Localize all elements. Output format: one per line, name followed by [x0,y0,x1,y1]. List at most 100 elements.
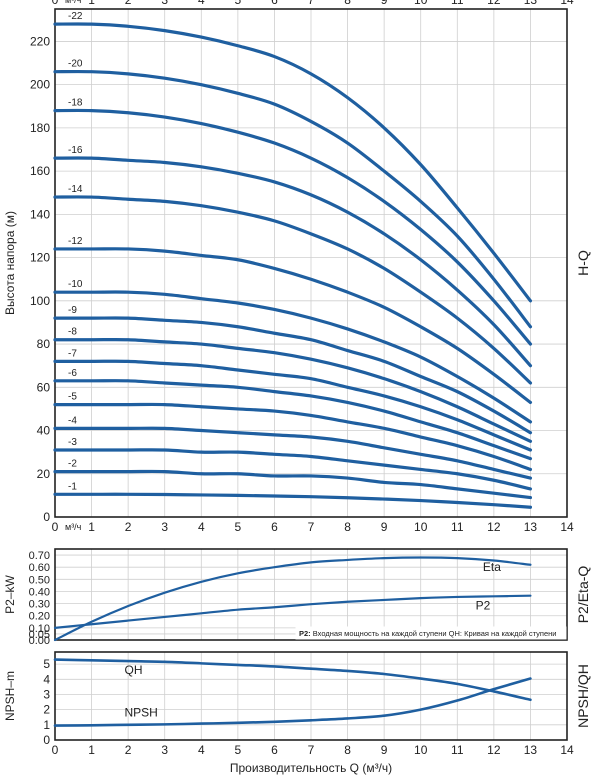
npsh-x-tick-label: 4 [198,743,205,757]
hq-series-1-line [55,494,530,507]
hq-curve-label: -9 [68,305,77,316]
hq-y-tick-label: 140 [30,207,50,221]
p2eta-y-tick-label: 0.30 [29,599,50,611]
hq-x-tick-label: 3 [161,520,168,534]
npsh-x-tick-label: 13 [524,743,538,757]
hq-x-tick-label: 14 [560,0,574,7]
hq-curve-label: -14 [68,184,83,195]
npsh-x-tick-label: 0 [52,743,59,757]
npsh-x-tick-label: 14 [560,743,574,757]
npsh-x-tick-label: 10 [414,743,428,757]
hq-y-tick-label: 160 [30,164,50,178]
hq-x-tick-label: 4 [198,520,205,534]
p2eta-series-P2-line [55,596,530,628]
npsh-x-tick-label: 5 [235,743,242,757]
hq-x-tick-label: 2 [125,0,132,7]
hq-y-tick-label: 80 [37,337,51,351]
hq-curve-label: -6 [68,368,77,379]
npsh-x-tick-label: 12 [487,743,501,757]
hq-x-tick-label: 8 [344,520,351,534]
hq-x-tick-label: 11 [451,0,464,7]
p2eta-side-title: P2/Eta-Q [575,566,591,624]
hq-y-tick-label: 40 [37,424,51,438]
p2eta-y-tick-label: 0.70 [29,550,50,562]
p2eta-y-tick-label: 0.20 [29,611,50,623]
npsh-x-tick-label: 2 [125,743,132,757]
npsh-x-tick-label: 7 [308,743,315,757]
hq-x-unit-label: м³/ч [65,0,82,5]
npsh-x-tick-label: 3 [161,743,168,757]
hq-y-tick-label: 0 [43,510,50,524]
hq-curve-label: -5 [68,392,77,403]
npsh-y-tick-label: 2 [43,703,50,717]
hq-curve-label: -3 [68,437,77,448]
hq-curve-label: -4 [68,415,77,426]
npsh-side-title: NPSH/QH [575,664,591,728]
hq-x-tick-label: 3 [161,0,168,7]
p2eta-y-tick-label: 0.60 [29,562,50,574]
hq-series-8-line [55,340,530,442]
p2eta-note-bold: P2: [299,629,311,638]
npsh-y-axis-title: NPSH–m [3,671,17,721]
hq-x-tick-label: 9 [381,520,388,534]
hq-x-unit-label: м³/ч [65,522,82,532]
hq-x-tick-label: 2 [125,520,132,534]
hq-y-tick-label: 20 [37,467,51,481]
hq-curve-label: -7 [68,348,77,359]
hq-curve-label: -1 [68,481,77,492]
npsh-x-tick-label: 6 [271,743,278,757]
hq-curve-label: -22 [68,11,83,22]
npsh-y-tick-label: 4 [43,672,50,686]
hq-x-tick-label: 9 [381,0,388,7]
hq-x-tick-label: 4 [198,0,205,7]
hq-y-axis-title: Высота напора (м) [3,211,17,315]
p2eta-y-axis-title: P2–kW [3,574,17,613]
hq-x-tick-label: 1 [88,520,95,534]
npsh-y-tick-label: 5 [43,657,50,671]
p2eta-y-tick-label: 0.10 [29,623,50,635]
hq-x-tick-label: 0 [52,0,59,7]
hq-x-tick-label: 13 [524,520,538,534]
hq-x-tick-label: 13 [524,0,538,7]
npsh-x-axis-title: Производительность Q (м³/ч) [230,761,392,775]
hq-x-tick-label: 6 [271,520,278,534]
hq-y-tick-label: 60 [37,380,51,394]
hq-x-tick-label: 11 [451,520,464,534]
hq-x-tick-label: 5 [235,0,242,7]
npsh-x-tick-label: 8 [344,743,351,757]
hq-x-tick-label: 1 [88,0,95,7]
hq-y-tick-label: 220 [30,34,50,48]
hq-curve-label: -2 [68,459,77,470]
hq-x-tick-label: 0 [52,520,59,534]
p2eta-panel: 0.000.050.100.200.300.400.500.600.70P2–k… [3,549,591,647]
p2eta-y-tick-label: 0.50 [29,574,50,586]
hq-x-tick-label: 7 [308,0,315,7]
npsh-x-tick-label: 9 [381,743,388,757]
hq-x-tick-label: 10 [414,0,428,7]
hq-x-tick-label: 12 [487,520,501,534]
npsh-y-tick-label: 1 [43,718,50,732]
hq-x-tick-label: 14 [560,520,574,534]
npsh-series-label: QH [124,663,142,677]
npsh-x-tick-label: 1 [88,743,95,757]
hq-curve-label: -8 [68,327,77,338]
hq-side-title: H-Q [575,250,591,276]
hq-curve-label: -16 [68,145,83,156]
hq-x-tick-label: 7 [308,520,315,534]
p2eta-series-label: P2 [476,599,491,613]
hq-x-tick-label: 12 [487,0,501,7]
npsh-y-tick-label: 0 [43,733,50,747]
hq-y-tick-label: 200 [30,78,50,92]
npsh-x-tick-label: 11 [451,743,464,757]
hq-x-tick-label: 5 [235,520,242,534]
hq-x-tick-label: 10 [414,520,428,534]
p2eta-note-text: Входная мощность на каждой ступени QH: К… [311,629,557,638]
p2eta-series-label: Eta [483,560,501,574]
hq-curve-label: -18 [68,98,83,109]
npsh-series-label: NPSH [124,705,157,719]
hq-y-tick-label: 100 [30,294,50,308]
